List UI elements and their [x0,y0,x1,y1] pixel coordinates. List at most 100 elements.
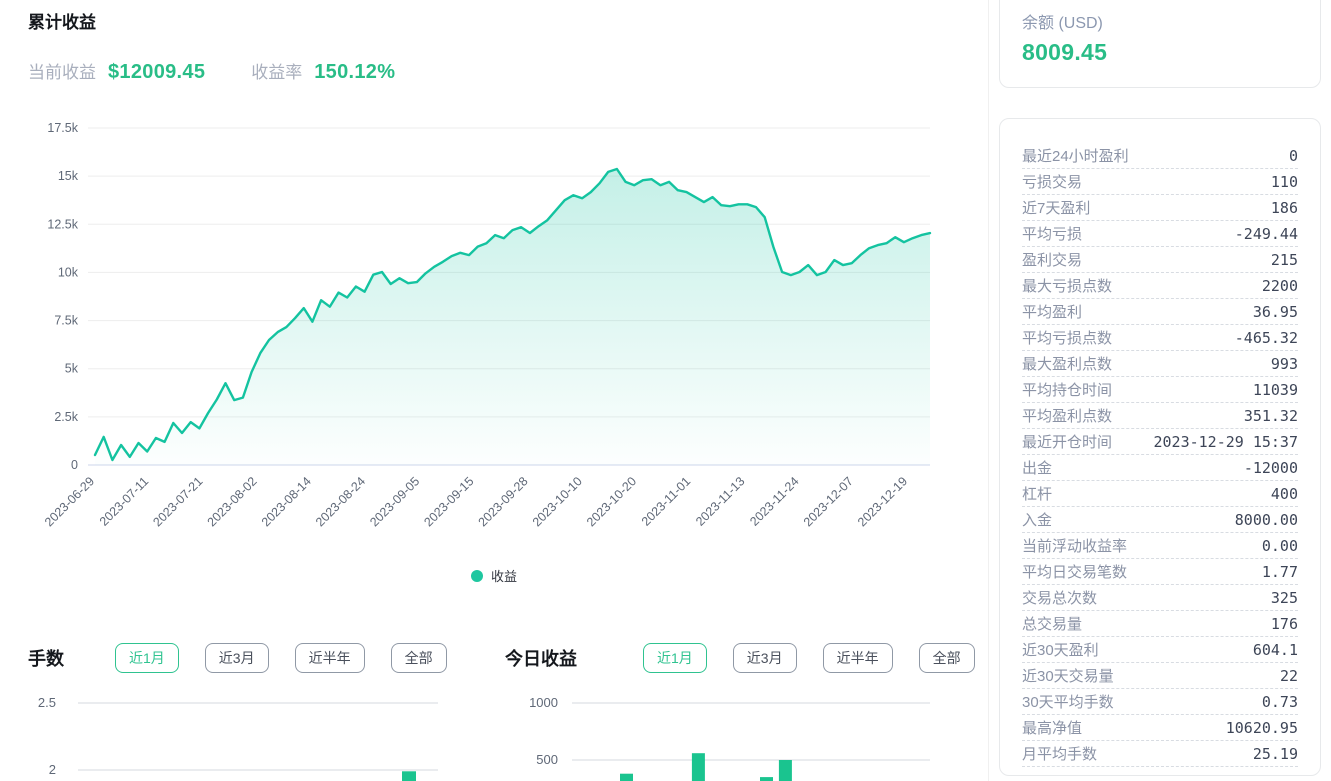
stat-value: 22 [1279,666,1298,685]
stat-value: 25.19 [1252,744,1298,763]
today-profit-section-title: 今日收益 [505,649,577,669]
range-tab-1m[interactable]: 近1月 [643,643,707,673]
range-tab-all[interactable]: 全部 [390,643,447,673]
stat-label: 平均亏损点数 [1022,330,1113,347]
page-title: 累计收益 [28,13,96,32]
stat-value: 8000.00 [1234,510,1298,529]
svg-text:2023-06-29: 2023-06-29 [42,474,97,529]
profit-rate-label: 收益率 [251,63,303,82]
stat-label: 近7天盈利 [1022,200,1091,217]
stat-value: 176 [1270,614,1298,633]
range-tab-3m[interactable]: 近3月 [732,643,797,673]
svg-text:15k: 15k [58,169,79,183]
stat-label: 总交易量 [1022,616,1083,633]
svg-text:5k: 5k [65,362,79,376]
stat-value: 10620.95 [1225,718,1298,737]
stat-label: 出金 [1022,460,1053,477]
stat-label: 最大盈利点数 [1022,356,1113,373]
svg-text:2023-08-24: 2023-08-24 [313,474,368,529]
stat-row-2: 近7天盈利 186 [1022,195,1298,221]
stat-row-7: 平均亏损点数 -465.32 [1022,325,1298,351]
stat-value: 0.00 [1261,536,1298,555]
stat-label: 交易总次数 [1022,590,1098,607]
stat-label: 平均日交易笔数 [1022,564,1128,581]
stat-value: -12000 [1243,458,1298,477]
today-profit-bar-chart[interactable]: 1000 500 [500,686,962,781]
legend-dot-icon [470,569,483,582]
stat-label: 最高净值 [1022,720,1083,737]
stat-row-12: 出金 -12000 [1022,455,1298,481]
svg-text:2023-09-28: 2023-09-28 [476,474,531,529]
lots-bar-chart[interactable]: 2.52 [28,686,478,781]
stat-value: 351.32 [1243,406,1298,425]
balance-value: 8009.45 [1022,39,1108,65]
svg-text:17.5k: 17.5k [47,121,78,135]
stat-label: 平均盈利点数 [1022,408,1113,425]
stat-label: 最近24小时盈利 [1022,148,1129,165]
range-tab-3m[interactable]: 近3月 [204,643,269,673]
stat-label: 盈利交易 [1022,252,1083,269]
stat-value: 0 [1288,146,1298,165]
range-tab-1m[interactable]: 近1月 [115,643,179,673]
stat-label: 当前浮动收益率 [1022,538,1128,555]
stat-value: 11039 [1252,380,1298,399]
stat-value: 325 [1270,588,1298,607]
svg-text:2023-11-01: 2023-11-01 [639,474,693,528]
stat-row-11: 最近开仓时间 2023-12-29 15:37 [1022,429,1298,455]
range-tab-6m[interactable]: 近半年 [822,643,893,673]
stat-label: 亏损交易 [1022,174,1083,191]
svg-text:2.5: 2.5 [38,695,56,710]
stat-label: 最大亏损点数 [1022,278,1113,295]
stat-value: 36.95 [1252,302,1298,321]
stat-row-5: 最大亏损点数 2200 [1022,273,1298,299]
svg-text:2023-12-07: 2023-12-07 [801,474,856,529]
stat-label: 杠杆 [1022,486,1053,503]
svg-text:2023-09-05: 2023-09-05 [367,474,422,529]
svg-text:2023-07-21: 2023-07-21 [150,474,205,529]
stat-row-19: 近30天盈利 604.1 [1022,637,1298,663]
stat-row-17: 交易总次数 325 [1022,585,1298,611]
stat-row-23: 月平均手数 25.19 [1022,741,1298,767]
stat-value: 0.73 [1261,692,1298,711]
stat-row-16: 平均日交易笔数 1.77 [1022,559,1298,585]
stat-label: 30天平均手数 [1022,694,1114,711]
stat-value: 1.77 [1261,562,1298,581]
range-tab-all[interactable]: 全部 [918,643,975,673]
stat-label: 平均持仓时间 [1022,382,1113,399]
range-tab-6m[interactable]: 近半年 [294,643,365,673]
stat-row-14: 入金 8000.00 [1022,507,1298,533]
balance-label: 余额 (USD) [1022,15,1103,32]
stat-label: 平均盈利 [1022,304,1083,321]
stat-row-13: 杠杆 400 [1022,481,1298,507]
svg-text:2023-12-19: 2023-12-19 [855,474,910,529]
svg-text:2023-07-11: 2023-07-11 [97,474,151,528]
stat-label: 最近开仓时间 [1022,434,1113,451]
current-profit-label: 当前收益 [28,63,96,82]
stat-label: 入金 [1022,512,1053,529]
svg-text:2023-11-13: 2023-11-13 [693,474,747,528]
stat-row-6: 平均盈利 36.95 [1022,299,1298,325]
summary-row: 当前收益 $12009.45 收益率 150.12% [28,58,395,84]
svg-text:2023-08-02: 2023-08-02 [205,474,260,529]
stat-label: 近30天盈利 [1022,642,1099,659]
stat-row-9: 平均持仓时间 11039 [1022,377,1298,403]
svg-text:10k: 10k [58,265,79,279]
chart-legend[interactable]: 收益 [28,566,960,585]
svg-text:7.5k: 7.5k [54,314,78,328]
stat-row-15: 当前浮动收益率 0.00 [1022,533,1298,559]
profit-rate-value: 150.12% [314,61,396,83]
stat-value: 186 [1270,198,1298,217]
svg-text:2023-10-10: 2023-10-10 [530,474,585,529]
svg-text:500: 500 [536,752,558,767]
svg-text:2023-08-14: 2023-08-14 [259,474,314,529]
main-content: 累计收益 当前收益 $12009.45 收益率 150.12% 17.5k 15k… [28,13,975,781]
stat-value: 110 [1270,172,1298,191]
svg-text:1000: 1000 [529,695,558,710]
svg-text:2023-09-15: 2023-09-15 [421,474,476,529]
lots-section-title: 手数 [28,649,64,669]
stat-row-3: 平均亏损 -249.44 [1022,221,1298,247]
stat-value: 400 [1270,484,1298,503]
svg-text:2023-10-20: 2023-10-20 [584,474,639,529]
